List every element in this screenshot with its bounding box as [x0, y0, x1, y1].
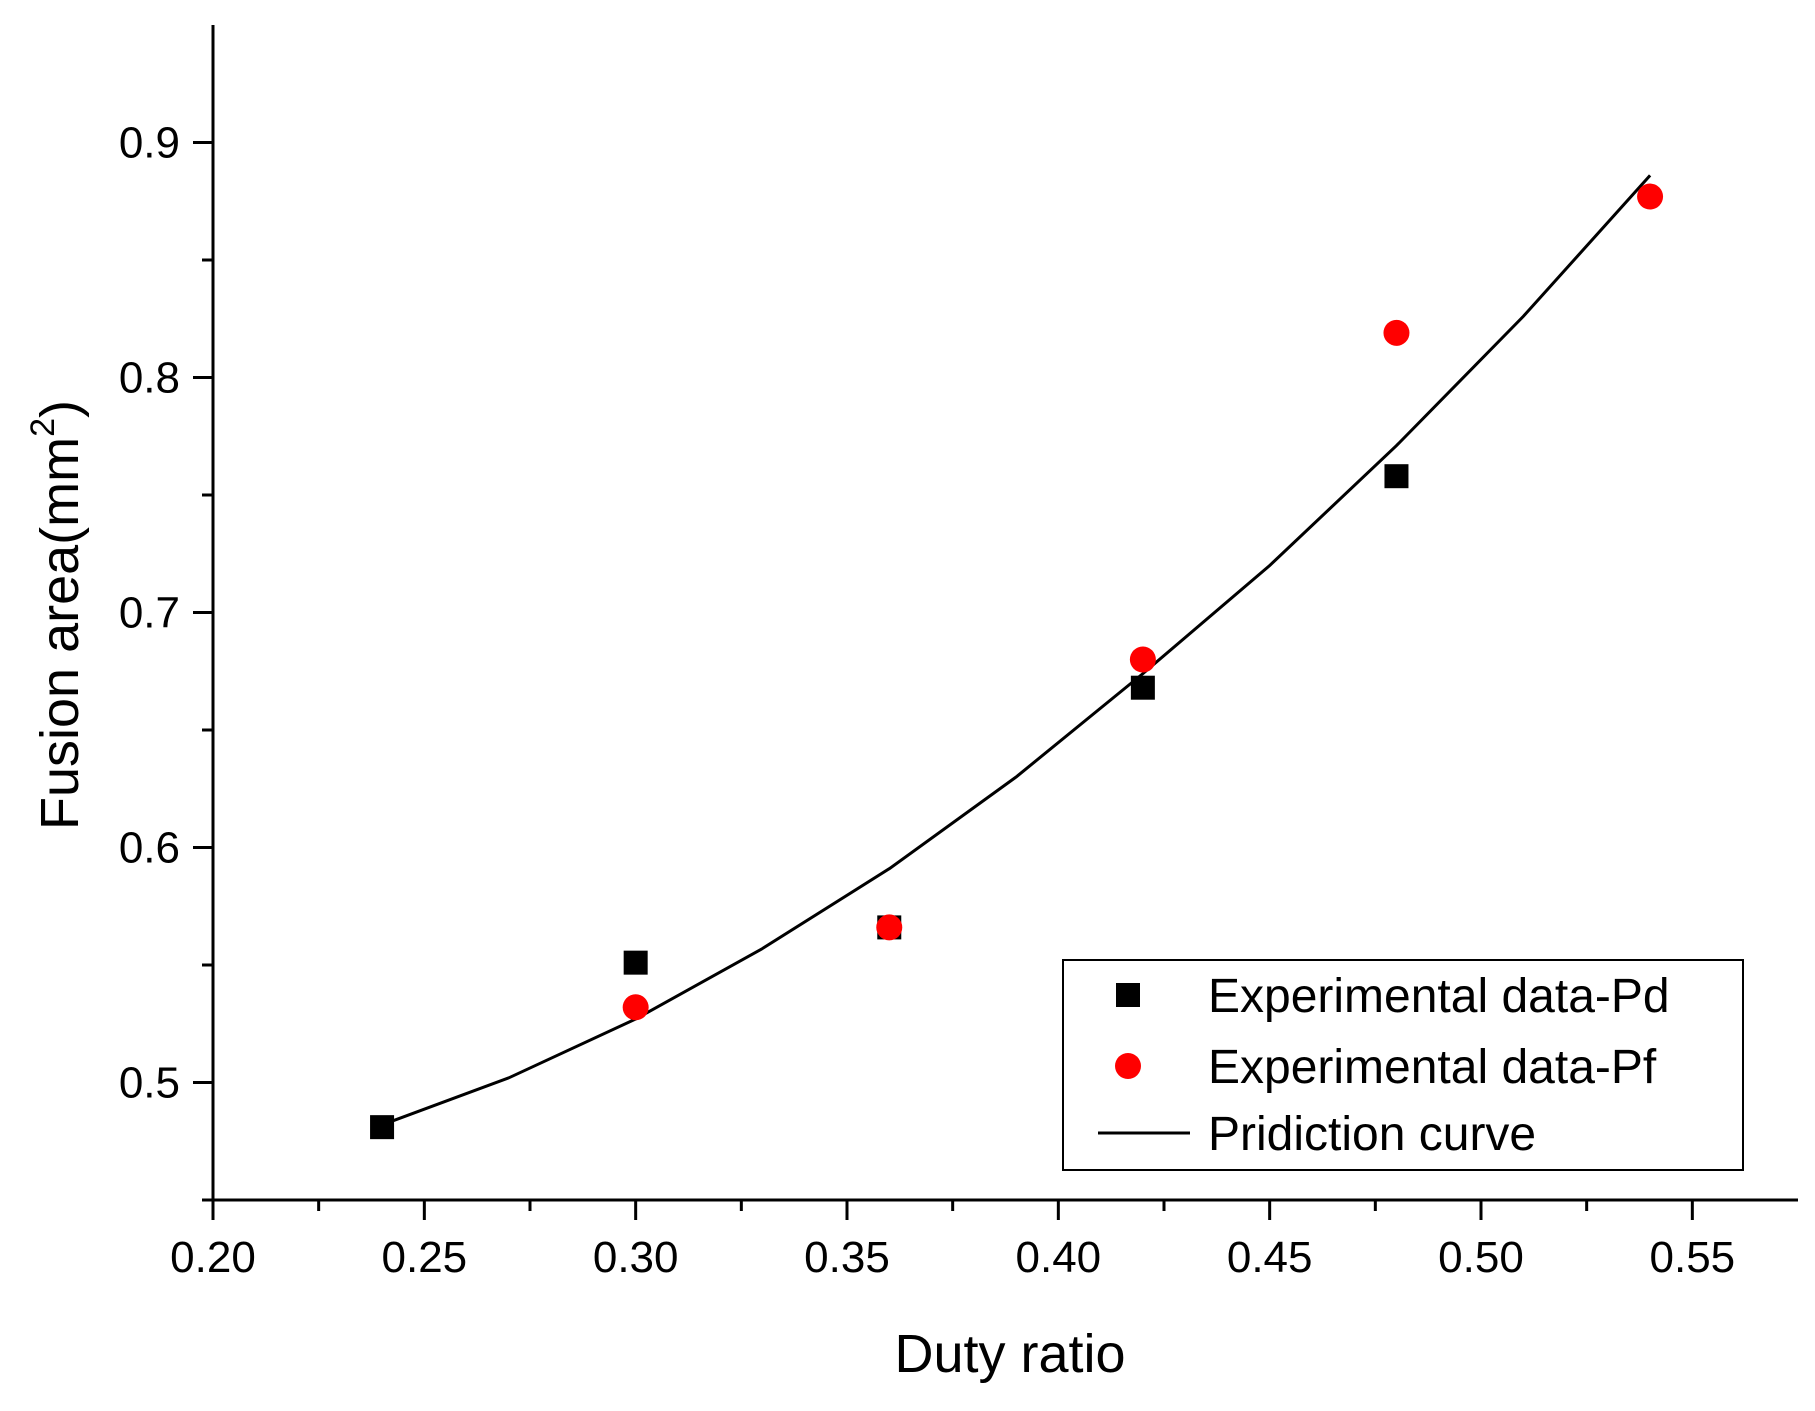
legend-circle-marker — [1115, 1053, 1141, 1079]
x-tick-label: 0.55 — [1650, 1233, 1736, 1282]
pd-data-point — [370, 1115, 395, 1140]
y-tick-label: 0.6 — [119, 824, 180, 873]
legend-square-marker — [1116, 983, 1140, 1007]
legend: Experimental data-Pd Experimental data-P… — [1062, 959, 1744, 1171]
y-axis-title: Fusion area(mm2) — [24, 400, 90, 830]
x-tick-label: 0.50 — [1438, 1233, 1524, 1282]
x-tick-label: 0.45 — [1227, 1233, 1313, 1282]
x-axis-title: Duty ratio — [894, 1324, 1125, 1384]
y-tick-label: 0.5 — [119, 1059, 180, 1108]
y-tick-label: 0.7 — [119, 589, 180, 638]
prediction-curve — [381, 174, 1652, 1127]
x-tick-label: 0.25 — [382, 1233, 468, 1282]
pf-data-point — [1129, 646, 1156, 673]
pf-data-point — [622, 994, 649, 1021]
legend-label-pd: Experimental data-Pd — [1208, 970, 1670, 1023]
data-points-layer — [370, 183, 1664, 1140]
y-tick-label: 0.9 — [119, 119, 180, 168]
ticks: 0.20 0.25 0.30 0.35 0.40 0.45 0.50 0.55 0.5 0.6 0.… — [119, 119, 1735, 1283]
y-axis-title-main: Fusion area(mm — [30, 437, 90, 830]
x-tick-label: 0.30 — [593, 1233, 679, 1282]
legend-label-curve: Pridiction curve — [1208, 1108, 1536, 1161]
y-axis-title-close: ) — [30, 400, 90, 418]
legend-label-pf: Experimental data-Pf — [1208, 1041, 1657, 1094]
pf-data-point — [1637, 183, 1664, 210]
pd-data-point — [623, 950, 648, 975]
x-tick-label: 0.20 — [170, 1233, 256, 1282]
pd-data-point — [1384, 464, 1409, 489]
pf-data-point — [1383, 319, 1410, 346]
y-axis-title-superscript: 2 — [24, 418, 62, 437]
y-tick-label: 0.8 — [119, 354, 180, 403]
x-tick-label: 0.35 — [804, 1233, 890, 1282]
pd-data-point — [1130, 675, 1155, 700]
prediction-curve-layer — [381, 174, 1652, 1127]
x-tick-label: 0.40 — [1016, 1233, 1102, 1282]
pf-data-point — [876, 914, 903, 941]
legend-box — [1062, 959, 1744, 1171]
